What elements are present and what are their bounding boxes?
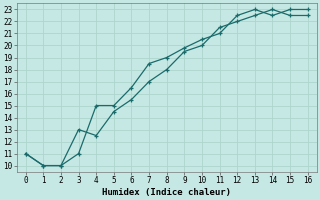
X-axis label: Humidex (Indice chaleur): Humidex (Indice chaleur) bbox=[102, 188, 231, 197]
